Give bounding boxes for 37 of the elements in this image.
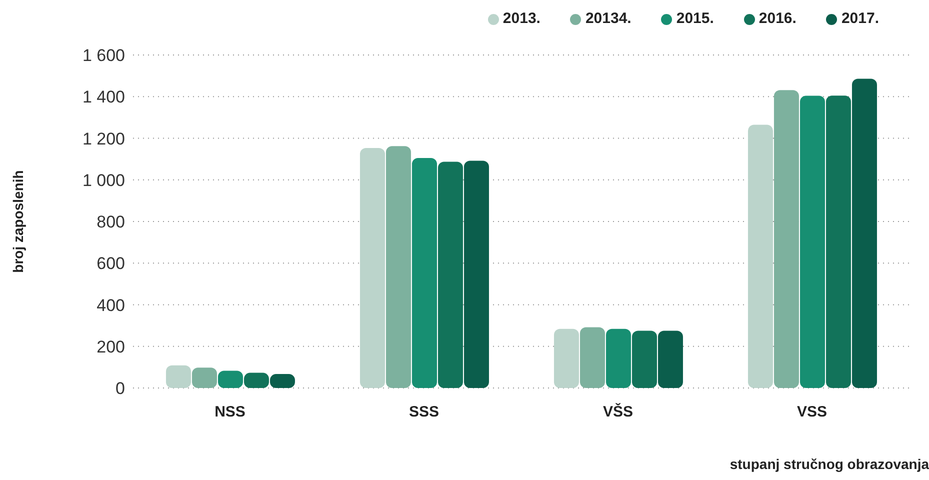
bar: [412, 158, 437, 388]
bar: [800, 96, 825, 388]
y-tick-label: 1 600: [82, 46, 125, 66]
legend-label: 2017.: [841, 10, 879, 27]
y-tick-label: 600: [96, 254, 125, 274]
y-tick-label: 400: [96, 296, 125, 315]
bar: [438, 162, 463, 388]
y-tick-label: 800: [96, 212, 125, 232]
bar: [658, 330, 683, 388]
bar: [360, 148, 385, 388]
bar: [166, 365, 191, 388]
x-tick-label: NSS: [214, 404, 246, 421]
y-tick-label: 1 200: [82, 129, 125, 148]
bar: [606, 328, 631, 388]
bar: [464, 160, 489, 388]
x-tick-label: VŠS: [602, 402, 634, 421]
legend-label: 2015.: [676, 10, 714, 27]
bar: [632, 330, 657, 388]
y-axis-title: broj zaposlenih: [10, 170, 26, 273]
bar: [774, 90, 799, 388]
x-tick-label: SSS: [408, 404, 440, 421]
legend-label: 20134.: [585, 10, 632, 27]
bar: [192, 368, 217, 388]
x-axis-title: stupanj stručnog obrazovanja: [730, 456, 929, 472]
bar: [554, 328, 579, 388]
y-tick-label: 1 000: [82, 170, 125, 190]
y-tick-label: 200: [96, 337, 125, 356]
bar: [748, 124, 773, 388]
legend-label: 2013.: [502, 10, 540, 27]
y-tick-label: 0: [116, 379, 125, 398]
bar: [580, 327, 605, 388]
legend-label: 2016.: [758, 10, 796, 27]
bar: [826, 96, 851, 388]
bar: [852, 78, 877, 388]
x-tick-label: VSS: [796, 404, 828, 421]
bar: [386, 146, 411, 388]
y-tick-label: 1 400: [82, 88, 125, 107]
